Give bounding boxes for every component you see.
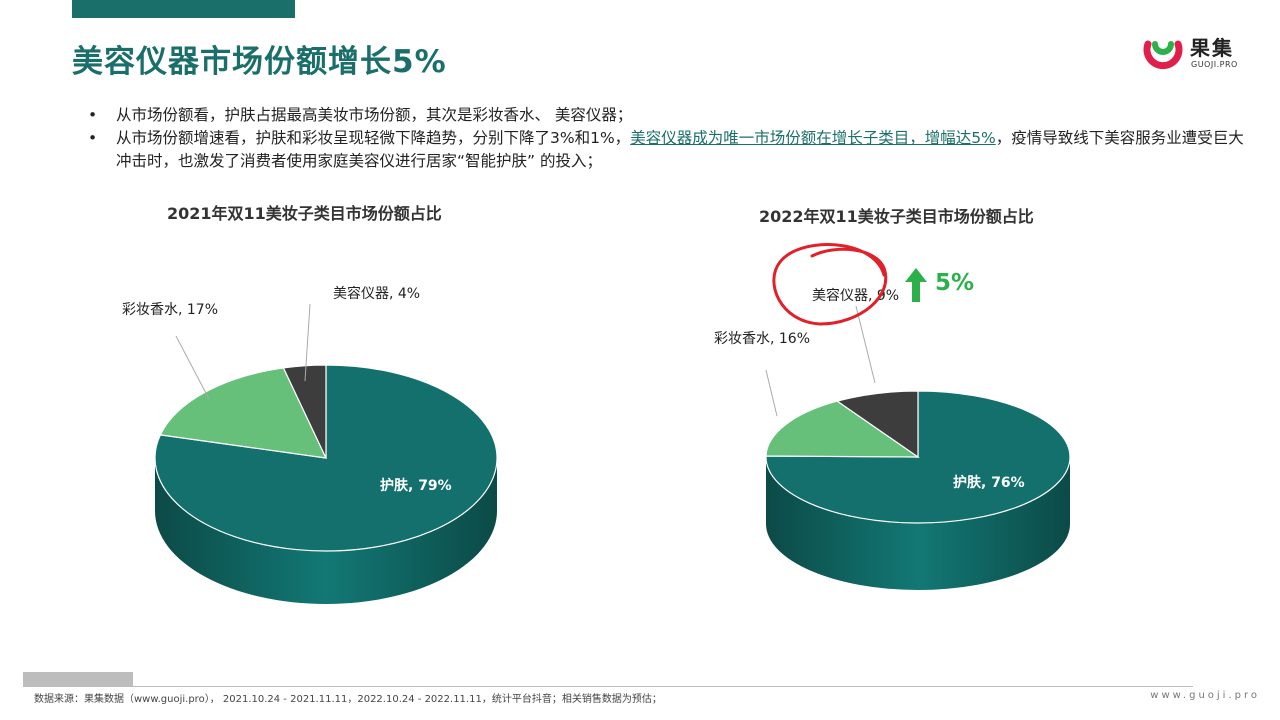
pie-slice-skincare — [154, 364, 498, 552]
pie-slice-device — [835, 390, 919, 459]
data-label-device-2021: 美容仪器, 4% — [333, 285, 420, 302]
guoji-logo-icon — [1143, 40, 1183, 69]
leader-line — [765, 369, 778, 417]
bullet-item: 从市场份额增速看，护肤和彩妆呈现轻微下降趋势，分别下降了3%和1%，美容仪器成为… — [88, 127, 1248, 173]
data-label-makeup-2022: 彩妆香水, 16% — [714, 331, 810, 347]
bullet-highlight: 美容仪器成为唯一市场份额在增长子类目，增幅达5% — [630, 129, 996, 147]
bullet-item: 从市场份额看，护肤占据最高美妆市场份额，其次是彩妆香水、 美容仪器； — [88, 104, 1248, 127]
pie-slice-device — [282, 364, 327, 459]
brand-logo: 果集 GUOJI.PRO — [1142, 30, 1242, 74]
chart-title-2021: 2021年双11美妆子类目市场份额占比 — [167, 204, 442, 223]
logo-subtitle: GUOJI.PRO — [1191, 60, 1238, 69]
pie-slice-makeup — [765, 400, 920, 458]
page-title: 美容仪器市场份额增长5% — [72, 44, 447, 80]
leader-line — [855, 305, 876, 384]
pie-slice-skincare — [765, 390, 1071, 524]
data-label-skincare-2022: 护肤, 76% — [953, 474, 1025, 491]
data-source-note: 数据来源：果集数据（www.guoji.pro）， 2021.10.24 - 2… — [34, 694, 662, 705]
logo-name: 果集 — [1190, 36, 1234, 60]
top-accent-bar — [72, 0, 295, 18]
bullet-text: 从市场份额增速看，护肤和彩妆呈现轻微下降趋势，分别下降了3%和1%， — [116, 129, 631, 147]
bullet-text: 从市场份额看，护肤占据最高美妆市场份额，其次是彩妆香水、 美容仪器； — [116, 106, 633, 124]
chart-title-2022: 2022年双11美妆子类目市场份额占比 — [759, 207, 1034, 226]
pie-side-wall — [155, 458, 497, 604]
up-arrow-icon — [905, 268, 927, 302]
leader-line — [175, 335, 210, 400]
leader-line — [304, 303, 311, 382]
footer-url: www.guoji.pro — [1150, 690, 1260, 701]
data-label-device-2022: 美容仪器, 9% — [812, 287, 899, 304]
pie-chart-2021 — [154, 364, 498, 604]
data-label-makeup-2021: 彩妆香水, 17% — [122, 302, 218, 318]
footer-accent-block — [23, 672, 133, 686]
bullet-tail: ，疫情导致线下美容服务业遭受巨大冲击时，也激发了消费者使用家庭美容仪进行居家“智… — [116, 129, 1244, 170]
footer-divider — [23, 686, 1193, 687]
pie-chart-2022 — [765, 390, 1071, 590]
summary-bullets: 从市场份额看，护肤占据最高美妆市场份额，其次是彩妆香水、 美容仪器； 从市场份额… — [88, 104, 1248, 173]
data-label-skincare-2021: 护肤, 79% — [380, 477, 452, 494]
growth-label: 5% — [935, 270, 975, 296]
highlight-circle — [772, 243, 888, 326]
